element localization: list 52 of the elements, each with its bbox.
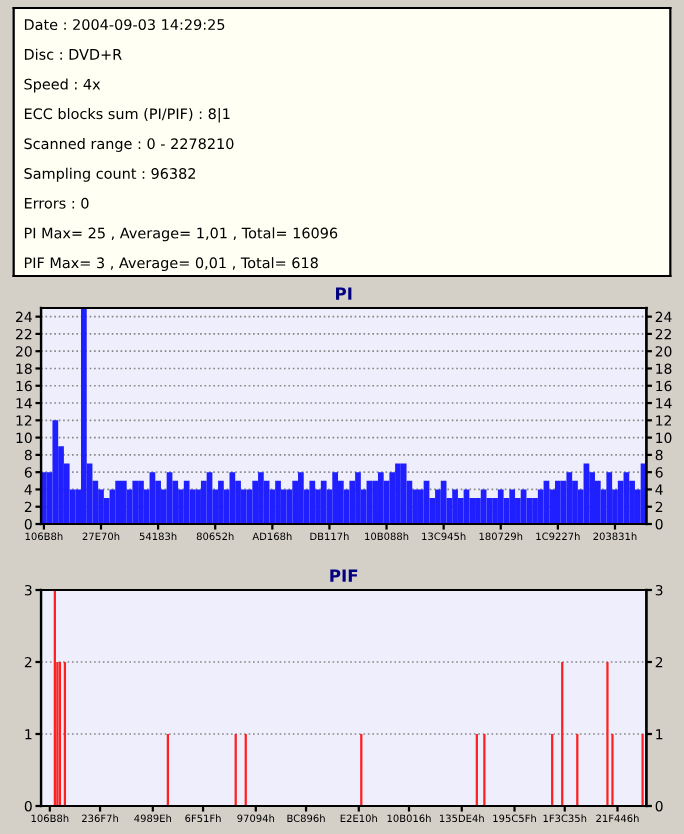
bar <box>258 472 264 524</box>
bar <box>349 480 356 524</box>
bar <box>309 480 316 524</box>
bar <box>629 480 635 524</box>
bar <box>555 480 561 524</box>
bar <box>280 489 287 524</box>
bar <box>183 480 190 524</box>
bar <box>377 472 384 524</box>
bar <box>229 472 236 524</box>
bar <box>240 489 247 524</box>
bar <box>120 480 127 524</box>
bar <box>269 489 276 524</box>
bar <box>497 489 504 524</box>
bar <box>589 472 595 524</box>
chart-title: PI <box>336 287 352 300</box>
bar <box>155 480 161 524</box>
bar <box>412 489 418 524</box>
bar <box>178 489 184 524</box>
bar <box>115 480 121 524</box>
bar <box>389 472 396 524</box>
bar <box>594 480 601 524</box>
bar <box>617 480 624 524</box>
bar <box>298 472 304 524</box>
bar <box>98 489 104 524</box>
bar <box>537 489 544 524</box>
bar <box>52 420 59 524</box>
bar <box>132 480 139 524</box>
bar <box>566 472 573 524</box>
bar <box>81 308 87 524</box>
bar <box>332 472 338 524</box>
bar <box>549 489 556 524</box>
bar <box>172 480 179 524</box>
bar <box>417 489 424 524</box>
bar <box>400 463 407 524</box>
bar <box>275 480 281 524</box>
bar <box>338 480 344 524</box>
bar <box>606 472 613 524</box>
bar <box>372 480 378 524</box>
bar <box>435 489 441 524</box>
bar <box>320 480 327 524</box>
bar <box>218 480 224 524</box>
bar <box>440 480 447 524</box>
chart-title: PIF <box>330 569 358 582</box>
bar <box>252 480 259 524</box>
bar <box>195 489 201 524</box>
bar <box>355 472 361 524</box>
bar <box>452 489 458 524</box>
bar <box>292 480 299 524</box>
bar <box>509 489 516 524</box>
bar <box>200 480 207 524</box>
bar <box>235 480 241 524</box>
bar <box>572 480 578 524</box>
